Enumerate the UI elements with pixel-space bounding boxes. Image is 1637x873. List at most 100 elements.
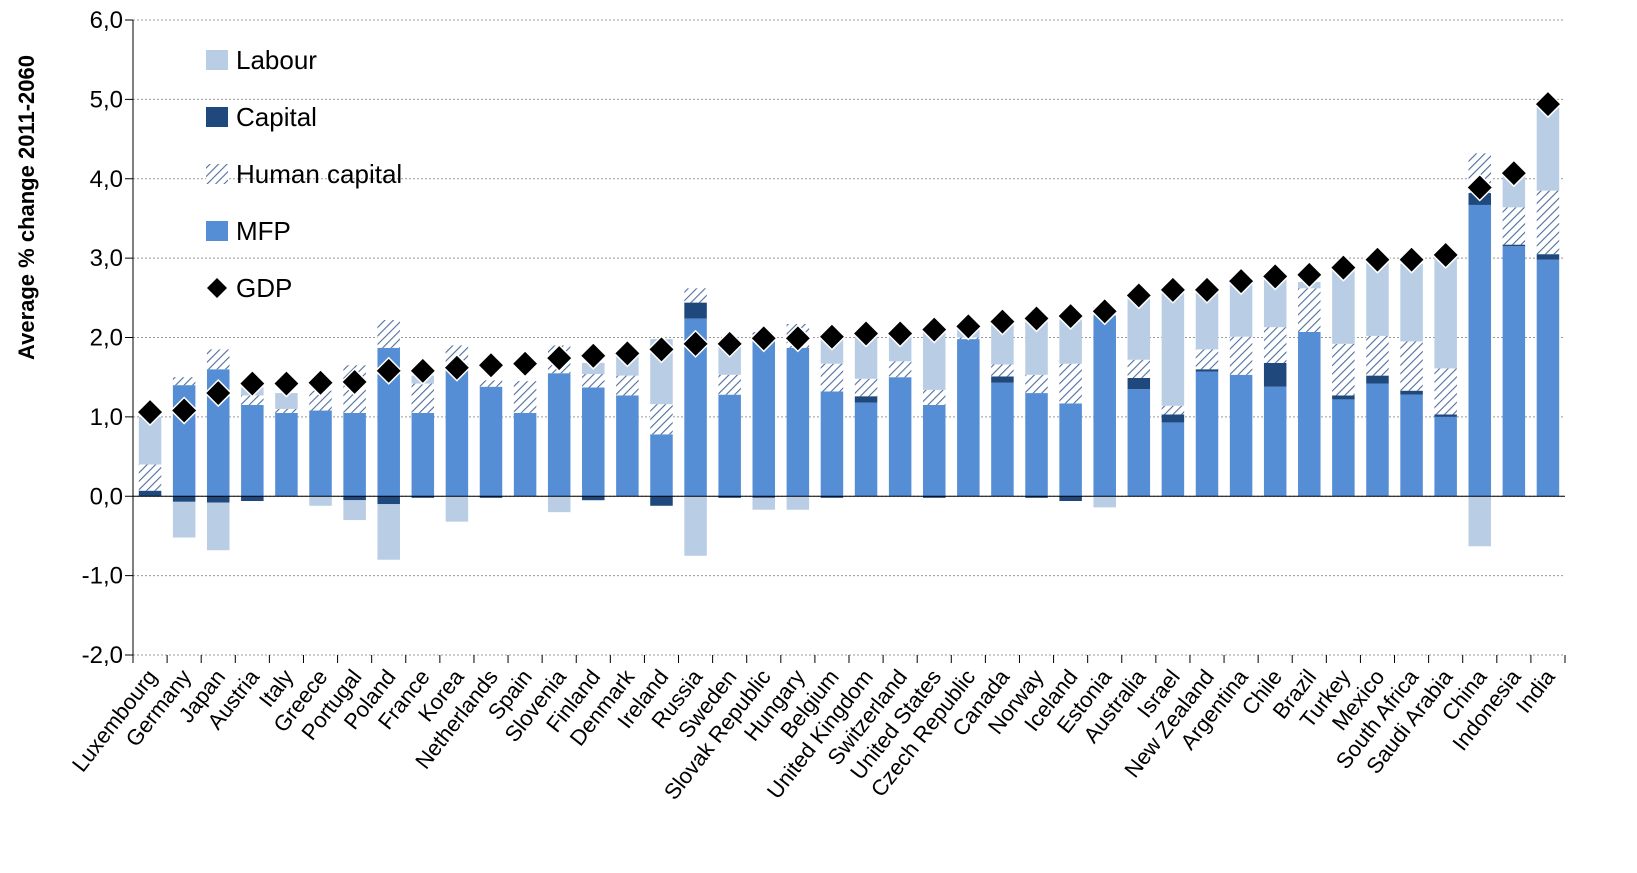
gdp-marker-spain <box>511 349 540 378</box>
legend-label-gdp: GDP <box>236 273 292 303</box>
gdp-marker-portugal <box>340 367 369 397</box>
bar-human-capital-switzerland <box>888 361 912 378</box>
bar-human-capital-norway <box>1025 374 1048 394</box>
bar-capital-israel <box>1161 414 1185 423</box>
gdp-marker-finland <box>579 341 608 370</box>
y-tick-label: 1,0 <box>90 404 123 431</box>
bar-capital-poland <box>377 496 400 505</box>
bar-capital-luxembourg <box>138 490 162 497</box>
gdp-marker-france <box>408 356 437 385</box>
bar-human-capital-poland <box>377 320 400 348</box>
gdp-marker-norway <box>1022 304 1051 333</box>
bar-labour-portugal <box>343 500 366 521</box>
bar-capital-canada <box>991 376 1014 383</box>
gdp-marker-india <box>1533 90 1563 119</box>
gdp-marker-luxembourg <box>135 398 165 427</box>
y-tick-label: 2,0 <box>90 325 123 352</box>
bar-human-capital-mexico <box>1366 335 1389 376</box>
gdp-marker-south-africa <box>1397 245 1426 274</box>
bar-human-capital-united-states <box>922 389 946 405</box>
bar-capital-japan <box>206 496 230 503</box>
y-tick-label: 4,0 <box>90 166 123 193</box>
gdp-marker-estonia <box>1090 297 1119 326</box>
legend-swatch-human-capital <box>206 164 228 184</box>
bar-labour-mexico <box>1366 260 1389 336</box>
bar-capital-netherlands <box>479 496 503 498</box>
x-tick-label-india: India <box>1511 664 1561 718</box>
bar-labour-estonia <box>1093 496 1116 508</box>
bar-human-capital-brazil <box>1298 288 1321 332</box>
bar-capital-indonesia <box>1502 244 1526 247</box>
bar-human-capital-australia <box>1127 359 1151 378</box>
gdp-marker-germany <box>170 396 199 425</box>
bar-capital-turkey <box>1332 395 1355 400</box>
gdp-marker-hungary <box>783 324 812 353</box>
bar-labour-argentina <box>1229 282 1253 337</box>
gdp-marker-australia <box>1124 281 1153 310</box>
bar-mfp-denmark <box>616 395 639 497</box>
legend-label-human-capital: Human capital <box>236 159 402 189</box>
bar-capital-south-africa <box>1400 390 1423 395</box>
legend-swatch-labour <box>206 50 228 70</box>
bar-mfp-spain <box>513 412 537 497</box>
bar-human-capital-denmark <box>616 375 639 396</box>
gdp-markers <box>135 90 1563 427</box>
bar-labour-slovenia <box>547 496 571 513</box>
bar-capital-russia <box>684 302 707 319</box>
bar-capital-united-kingdom <box>854 396 878 403</box>
gdp-marker-canada <box>988 307 1017 336</box>
bar-human-capital-saudi-arabia <box>1434 368 1457 415</box>
bar-mfp-sweden <box>718 394 741 497</box>
bar-human-capital-france <box>411 383 435 413</box>
bar-labour-poland <box>377 504 400 560</box>
bar-labour-korea <box>445 496 469 522</box>
bar-mfp-hungary <box>786 347 810 497</box>
gdp-marker-poland <box>374 356 403 385</box>
bar-human-capital-netherlands <box>479 380 503 387</box>
bar-labour-slovak-republic <box>752 497 776 510</box>
bar-labour-japan <box>206 502 230 551</box>
bar-mfp-netherlands <box>479 386 503 497</box>
bar-mfp-austria <box>241 404 264 497</box>
gdp-marker-saudi-arabia <box>1431 240 1460 270</box>
bar-mfp-australia <box>1127 389 1151 497</box>
bar-labour-russia <box>684 496 707 556</box>
bar-capital-iceland <box>1059 496 1082 502</box>
bar-mfp-mexico <box>1366 383 1389 497</box>
gdp-marker-denmark <box>613 339 642 368</box>
bar-mfp-indonesia <box>1502 246 1526 497</box>
bar-mfp-china <box>1468 204 1492 497</box>
legend: Labour Capital Human capital MFP GDP <box>206 45 402 303</box>
bar-mfp-united-kingdom <box>854 402 878 497</box>
bar-mfp-israel <box>1161 422 1185 497</box>
bar-mfp-czech-republic <box>957 339 980 497</box>
bar-mfp-chile <box>1263 386 1287 497</box>
gdp-marker-iceland <box>1056 302 1085 331</box>
bar-capital-finland <box>582 496 605 501</box>
bar-human-capital-india <box>1536 190 1560 255</box>
bar-human-capital-finland <box>582 374 605 388</box>
bar-mfp-iceland <box>1059 403 1082 497</box>
bar-labour-saudi-arabia <box>1434 256 1457 369</box>
gdp-marker-austria <box>238 369 267 398</box>
bar-mfp-korea <box>445 369 469 497</box>
bar-capital-portugal <box>343 496 366 501</box>
gdp-marker-greece <box>306 368 335 397</box>
bar-labour-australia <box>1127 297 1151 360</box>
bar-human-capital-indonesia <box>1502 207 1526 245</box>
bar-capital-united-states <box>922 496 946 498</box>
bar-capital-india <box>1536 254 1560 260</box>
gdp-marker-korea <box>442 353 471 382</box>
bar-capital-mexico <box>1366 375 1389 384</box>
bar-capital-chile <box>1263 362 1287 387</box>
bar-labour-canada <box>991 323 1014 365</box>
bar-mfp-poland <box>377 347 400 497</box>
bar-capital-saudi-arabia <box>1434 414 1457 417</box>
gdp-marker-turkey <box>1329 253 1358 282</box>
y-tick-label: 3,0 <box>90 245 123 272</box>
bar-mfp-india <box>1536 259 1560 497</box>
gdp-marker-italy <box>272 369 301 398</box>
bar-human-capital-luxembourg <box>138 464 162 491</box>
bar-mfp-new-zealand <box>1195 371 1219 497</box>
